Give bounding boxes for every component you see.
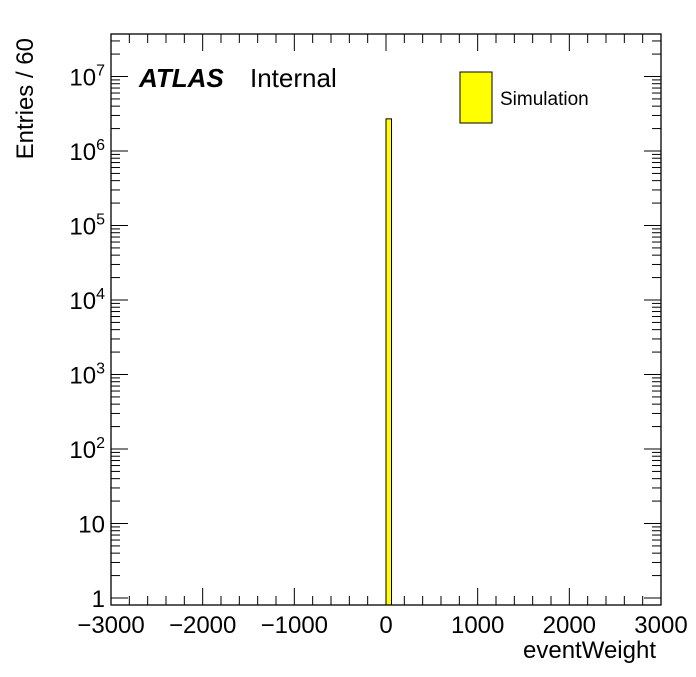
- x-tick-label: 2000: [543, 612, 596, 639]
- y-tick-label-base: 10: [69, 363, 96, 390]
- y-tick-label-base: 10: [78, 512, 105, 539]
- legend-swatch-simulation: [459, 71, 493, 124]
- legend-label-simulation: Simulation: [500, 89, 589, 110]
- y-tick-label: 10: [78, 512, 105, 539]
- y-tick-label: 106: [69, 137, 105, 166]
- y-tick-label-base: 1: [92, 586, 105, 613]
- y-tick-label-base: 10: [69, 139, 96, 166]
- x-tick-label: 0: [379, 612, 392, 639]
- x-tick-label: 1000: [451, 612, 504, 639]
- y-tick-label-exponent: 2: [96, 435, 105, 452]
- x-axis-title: eventWeight: [523, 637, 656, 664]
- histogram-bar: [385, 118, 392, 606]
- x-tick-label: −2000: [169, 612, 236, 639]
- y-axis-title: Entries / 60: [12, 38, 39, 159]
- y-tick-label: 102: [69, 435, 105, 464]
- y-tick-label-base: 10: [69, 437, 96, 464]
- x-tick-label: 3000: [634, 612, 687, 639]
- y-tick-label-exponent: 7: [96, 63, 105, 80]
- y-tick-label: 103: [69, 361, 105, 390]
- y-tick-label-exponent: 3: [96, 361, 105, 378]
- plot-frame: [110, 33, 662, 606]
- bars-layer: [385, 118, 392, 606]
- x-tick-label: −3000: [77, 612, 144, 639]
- y-tick-label: 1: [92, 586, 105, 613]
- y-tick-label-base: 10: [69, 288, 96, 315]
- atlas-status-label: Internal: [250, 63, 337, 93]
- y-tick-label-base: 10: [69, 214, 96, 241]
- x-tick-labels: −3000 −2000 −1000 0 1000 2000 3000: [77, 612, 687, 639]
- y-tick-label: 107: [69, 63, 105, 92]
- y-tick-label: 105: [69, 212, 105, 241]
- y-tick-label-exponent: 4: [96, 286, 105, 303]
- y-tick-label-exponent: 6: [96, 137, 105, 154]
- y-tick-label-exponent: 5: [96, 212, 105, 229]
- y-tick-label-base: 10: [69, 65, 96, 92]
- atlas-experiment-label: ATLAS: [138, 63, 224, 93]
- y-tick-label: 104: [69, 286, 105, 315]
- x-tick-label: −1000: [261, 612, 328, 639]
